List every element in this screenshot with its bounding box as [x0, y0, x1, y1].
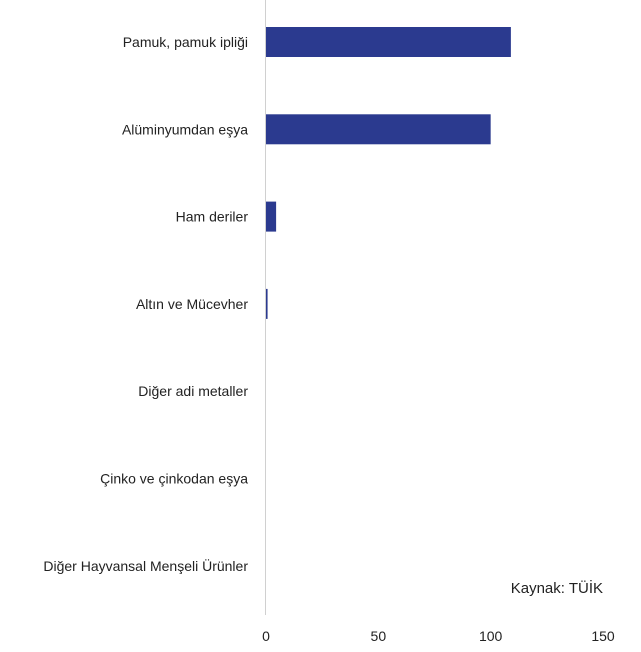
category-label: Altın ve Mücevher: [136, 296, 248, 312]
category-label: Diğer adi metaller: [138, 383, 248, 399]
bar: [266, 288, 268, 319]
bar: [266, 27, 511, 57]
category-label: Pamuk, pamuk ipliği: [123, 34, 248, 50]
x-tick-labels: 0 50 100 150: [262, 628, 615, 644]
x-tick-label: 100: [479, 628, 503, 644]
x-tick-label: 50: [371, 628, 387, 644]
x-tick-label: 0: [262, 628, 270, 644]
x-tick-label: 150: [591, 628, 615, 644]
category-labels: Pamuk, pamuk ipliği Alüminyumdan eşya Ham …: [43, 34, 248, 574]
bars-group: [266, 27, 511, 319]
bar: [266, 114, 491, 145]
bar: [266, 201, 277, 232]
source-annotation: Kaynak: TÜİK: [511, 579, 603, 597]
category-label: Çinko ve çinkodan eşya: [100, 471, 248, 487]
category-label: Alüminyumdan eşya: [122, 121, 248, 137]
category-label: Ham deriler: [176, 209, 249, 225]
category-label: Diğer Hayvansal Menşeli Ürünler: [43, 557, 248, 574]
